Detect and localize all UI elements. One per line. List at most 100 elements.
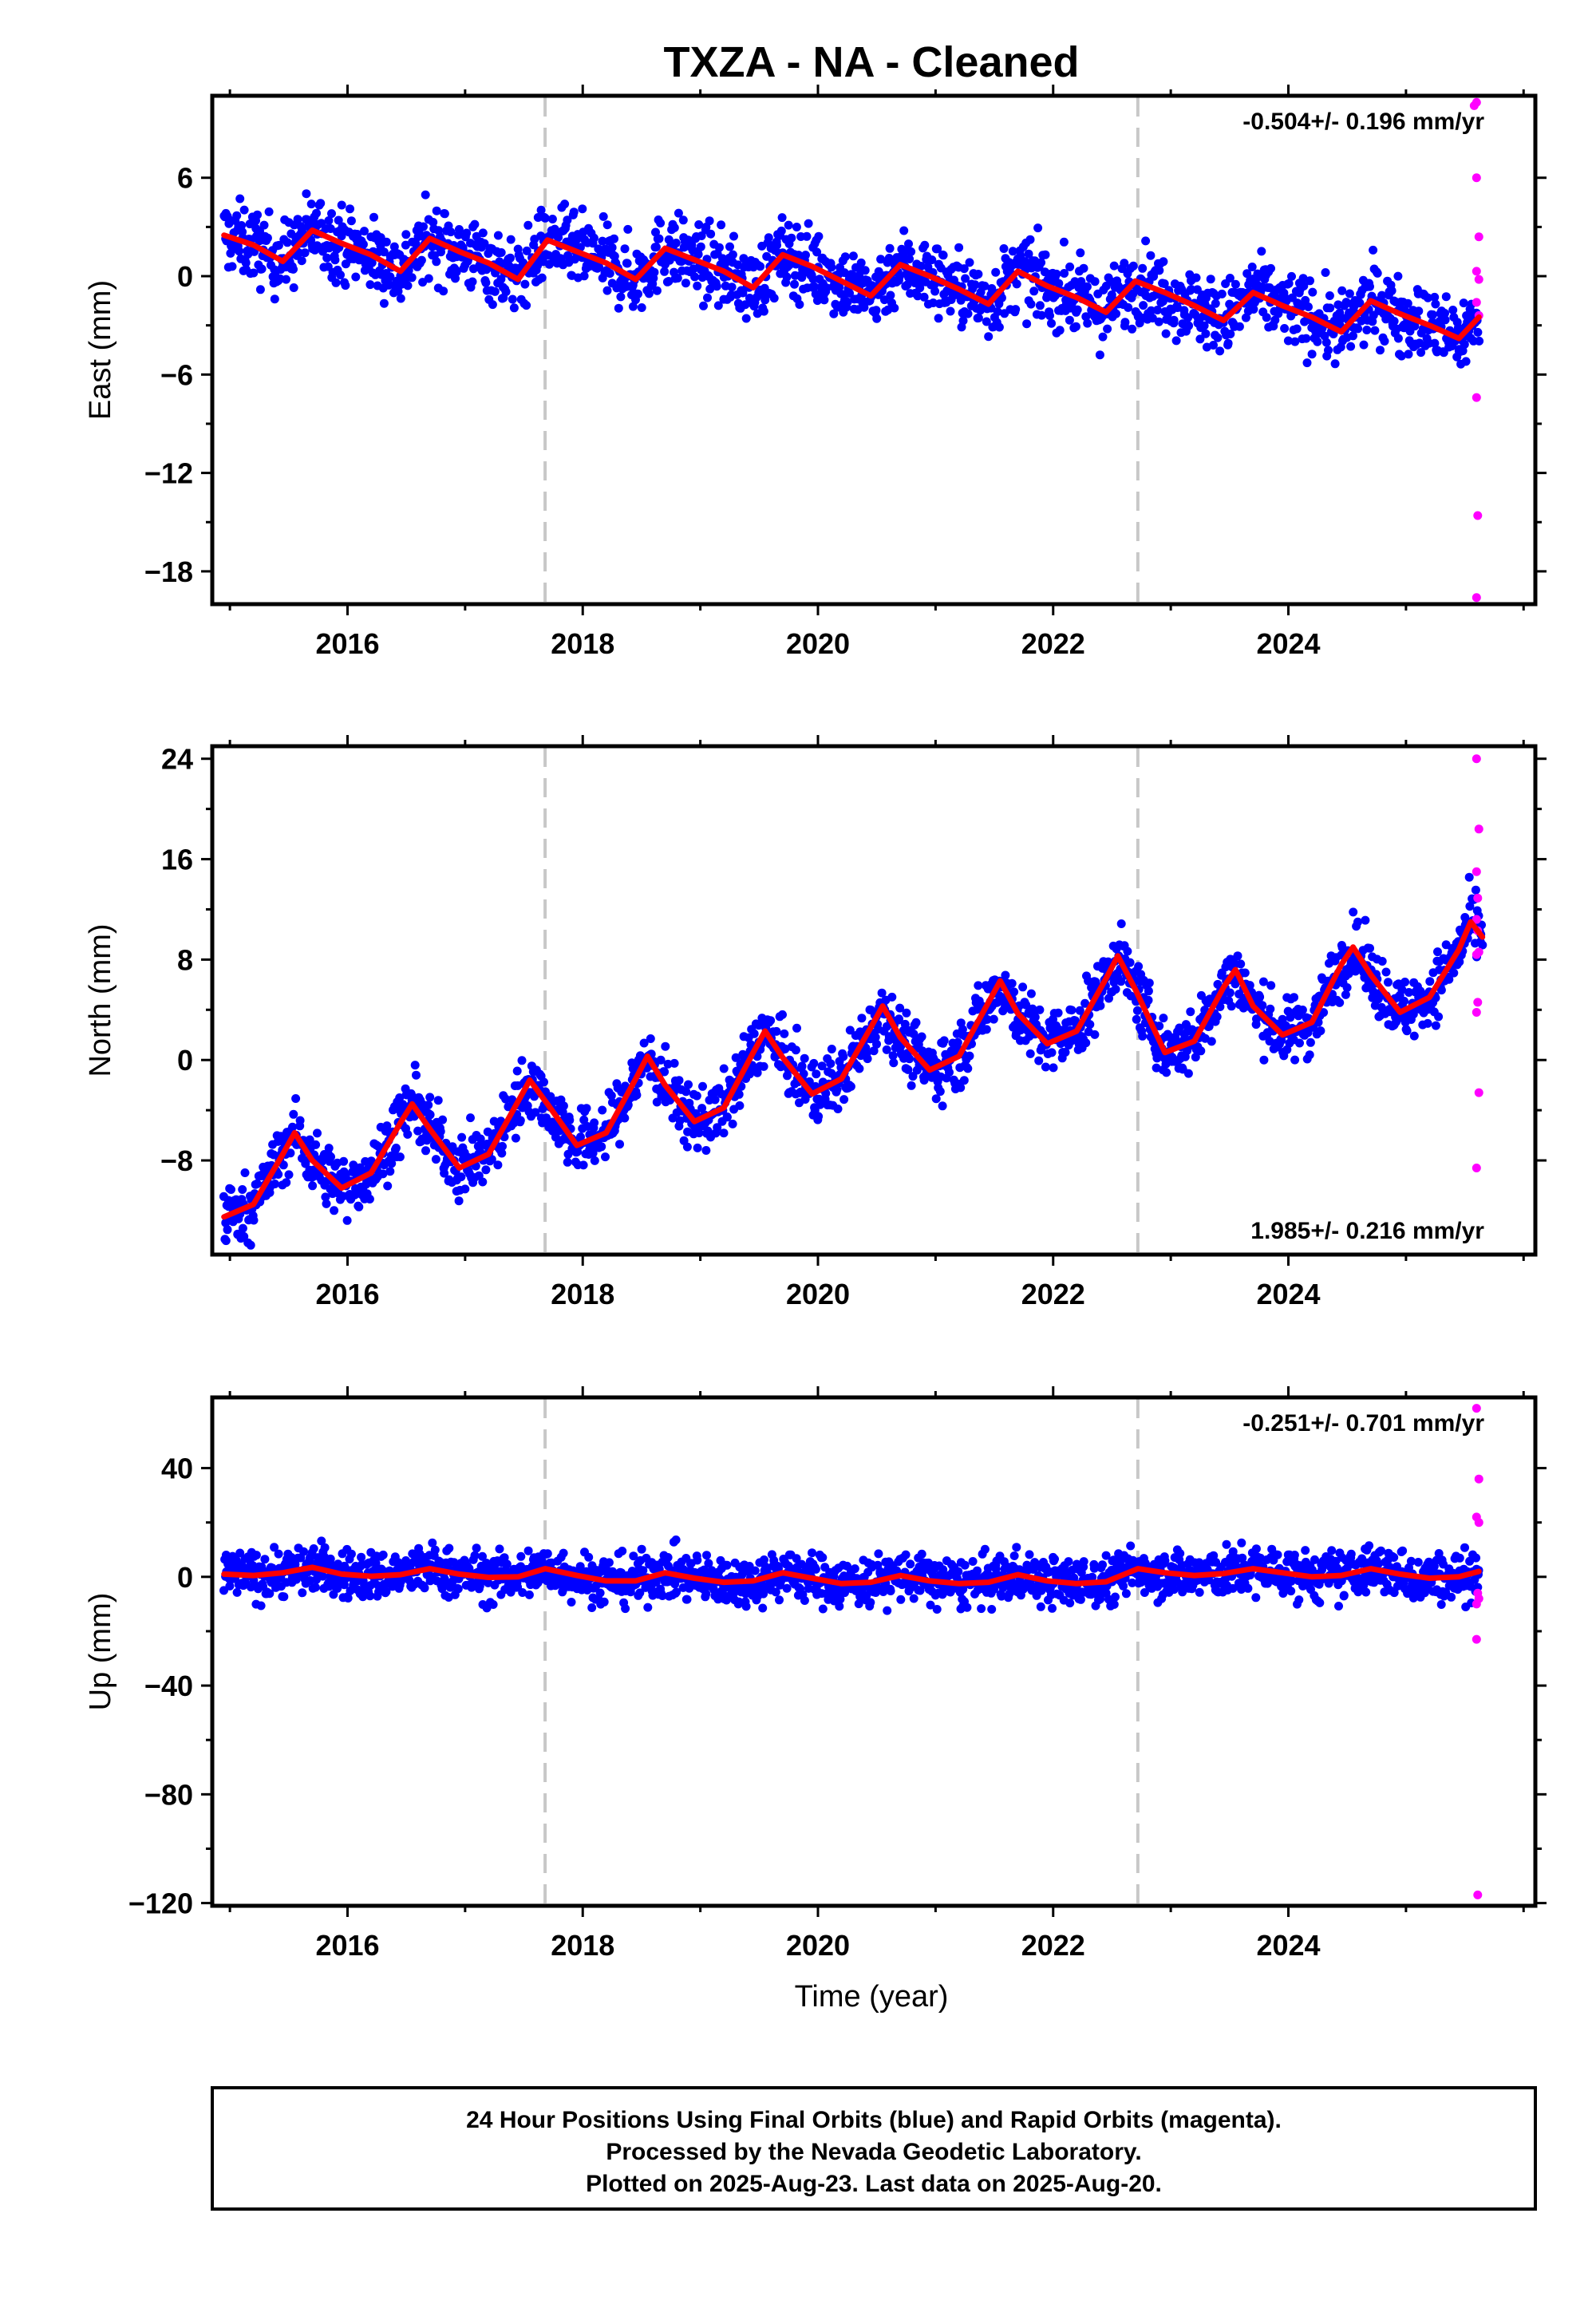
- final-orbit-point: [425, 1110, 435, 1120]
- final-orbit-point: [694, 220, 704, 229]
- final-orbit-point: [1423, 1018, 1432, 1028]
- final-orbit-point: [1206, 275, 1215, 284]
- final-orbit-point: [848, 251, 858, 261]
- final-orbit-point: [291, 1094, 301, 1103]
- final-orbit-point: [1196, 1046, 1206, 1056]
- final-orbit-point: [735, 1101, 745, 1110]
- final-orbit-point: [223, 1225, 232, 1235]
- final-orbit-point: [346, 1549, 356, 1559]
- final-orbit-point: [387, 1159, 397, 1168]
- final-orbit-point: [604, 1558, 614, 1567]
- final-orbit-point: [300, 248, 310, 258]
- final-orbit-point: [517, 1056, 527, 1065]
- final-orbit-point: [221, 1236, 231, 1246]
- final-orbit-point: [901, 1550, 911, 1559]
- final-orbit-point: [896, 1595, 906, 1604]
- final-orbit-point: [1123, 947, 1132, 956]
- final-orbit-point: [749, 1029, 759, 1038]
- final-orbit-point: [1321, 338, 1331, 347]
- x-tick-label: 2016: [315, 1278, 379, 1310]
- final-orbit-point: [560, 200, 570, 209]
- final-orbit-point: [843, 297, 852, 306]
- final-orbit-point: [1414, 306, 1424, 316]
- final-orbit-point: [1095, 350, 1104, 360]
- final-orbit-point: [559, 1101, 568, 1111]
- final-orbit-point: [1225, 274, 1235, 283]
- final-orbit-point: [651, 243, 661, 251]
- final-orbit-point: [1266, 981, 1276, 990]
- final-orbit-point: [282, 275, 290, 284]
- final-orbit-point: [298, 1588, 307, 1598]
- final-orbit-point: [1060, 269, 1069, 278]
- final-orbit-point: [1247, 263, 1257, 271]
- rapid-orbit-point: [1473, 893, 1483, 903]
- final-orbit-point: [601, 1152, 610, 1162]
- final-orbit-point: [889, 1058, 899, 1068]
- final-orbit-point: [360, 227, 369, 236]
- final-orbit-point: [1001, 970, 1010, 980]
- final-orbit-point: [264, 207, 274, 216]
- final-orbit-point: [620, 1113, 630, 1123]
- final-orbit-point: [766, 1016, 776, 1026]
- final-orbit-point: [346, 216, 356, 226]
- final-orbit-point: [1146, 251, 1156, 260]
- final-orbit-point: [462, 228, 472, 238]
- x-tick-label: 2022: [1021, 627, 1085, 660]
- final-orbit-point: [860, 266, 870, 275]
- final-orbit-point: [731, 1053, 741, 1062]
- final-orbit-point: [237, 221, 247, 230]
- final-orbit-point: [772, 1026, 781, 1036]
- final-orbit-point: [1384, 978, 1393, 987]
- final-orbit-point: [804, 219, 813, 228]
- final-orbit-point: [391, 1144, 401, 1152]
- final-orbit-point: [1362, 326, 1372, 334]
- final-orbit-point: [1346, 342, 1356, 351]
- final-orbit-point: [496, 275, 506, 284]
- final-orbit-point: [454, 225, 464, 234]
- final-orbit-point: [579, 271, 589, 281]
- final-orbit-point: [714, 243, 724, 252]
- final-orbit-point: [495, 1544, 504, 1554]
- final-orbit-point: [478, 1177, 488, 1187]
- final-orbit-point: [916, 262, 926, 271]
- final-orbit-point: [1171, 336, 1181, 346]
- final-orbit-point: [859, 302, 869, 312]
- final-orbit-point: [453, 1584, 463, 1594]
- final-orbit-point: [1461, 357, 1471, 366]
- final-orbit-point: [419, 222, 428, 231]
- final-orbit-point: [1284, 279, 1294, 288]
- final-orbit-point: [582, 1104, 591, 1113]
- final-orbit-point: [554, 232, 563, 242]
- final-orbit-point: [389, 242, 399, 251]
- final-orbit-point: [343, 1594, 353, 1603]
- final-orbit-point: [839, 1095, 849, 1105]
- final-orbit-point: [1073, 305, 1082, 314]
- final-orbit-point: [249, 1215, 259, 1225]
- final-orbit-point: [661, 1041, 670, 1051]
- final-orbit-point: [1460, 340, 1469, 349]
- final-orbit-point: [470, 1551, 480, 1560]
- final-orbit-point: [1053, 1008, 1063, 1018]
- final-orbit-point: [497, 1148, 507, 1158]
- final-orbit-point: [1045, 311, 1054, 320]
- final-orbit-point: [271, 1180, 279, 1188]
- final-orbit-point: [544, 259, 554, 269]
- final-orbit-point: [587, 1603, 597, 1612]
- final-orbit-point: [1159, 257, 1168, 267]
- final-orbit-point: [820, 295, 829, 305]
- final-orbit-point: [1033, 223, 1043, 233]
- final-orbit-point: [935, 1087, 945, 1097]
- final-orbit-point: [1090, 277, 1100, 287]
- final-orbit-point: [1047, 318, 1056, 328]
- final-orbit-point: [610, 234, 618, 243]
- final-orbit-point: [693, 1143, 702, 1152]
- final-orbit-point: [493, 231, 503, 240]
- final-orbit-point: [890, 303, 899, 313]
- final-orbit-point: [320, 1543, 330, 1552]
- final-orbit-point: [839, 268, 849, 278]
- final-orbit-point: [270, 294, 279, 304]
- final-orbit-point: [963, 1064, 973, 1073]
- final-orbit-point: [814, 231, 824, 241]
- rate-label: 1.985+/- 0.216 mm/yr: [1250, 1218, 1484, 1244]
- final-orbit-point: [522, 246, 531, 255]
